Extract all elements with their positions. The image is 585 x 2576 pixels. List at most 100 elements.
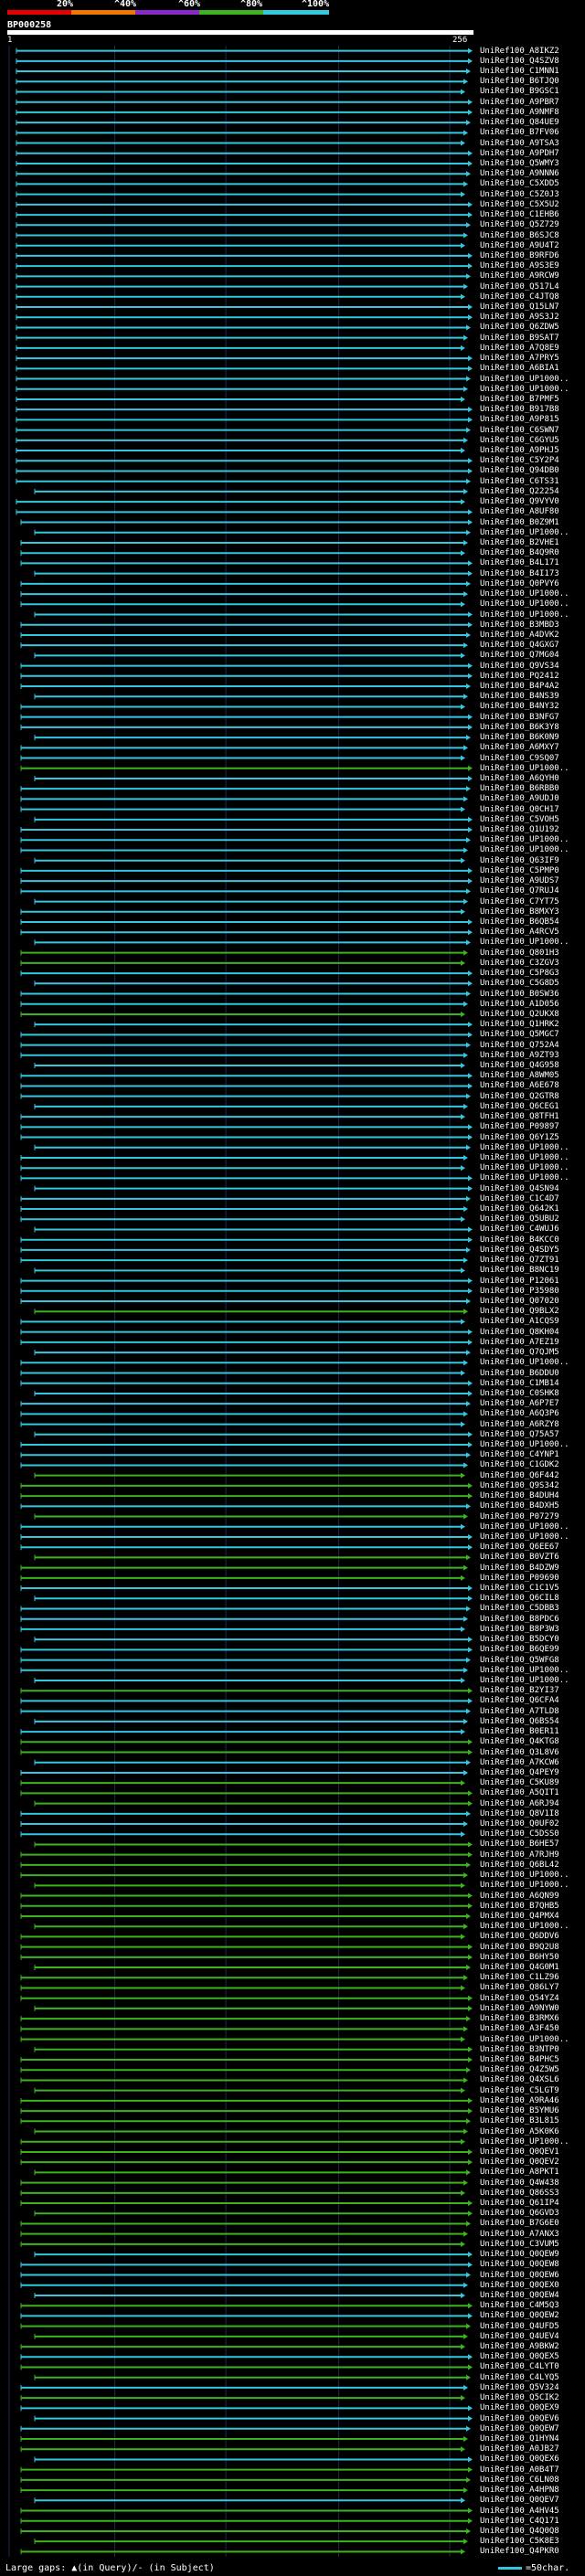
hit-id-link[interactable]: UniRef100_Q86SS3	[480, 2188, 559, 2198]
hit-id-link[interactable]: UniRef100_A9U4T2	[480, 240, 559, 250]
hit-id-link[interactable]: UniRef100_Q86LY7	[480, 1983, 559, 1993]
hit-id-link[interactable]: UniRef100_B2VHE1	[480, 537, 559, 547]
hit-alignment[interactable]	[16, 334, 469, 341]
hit-id-link[interactable]: UniRef100_B0SW36	[480, 989, 559, 999]
hit-alignment[interactable]	[34, 898, 469, 905]
hit-id-link[interactable]: UniRef100_UP1000..	[480, 1440, 569, 1450]
hit-alignment[interactable]	[20, 1154, 469, 1161]
hit-id-link[interactable]: UniRef100_A5QIT1	[480, 1788, 559, 1798]
hit-id-link[interactable]: UniRef100_C4M5Q3	[480, 2301, 559, 2311]
hit-id-link[interactable]: UniRef100_B3MBD3	[480, 620, 559, 630]
hit-alignment[interactable]	[34, 1965, 472, 1971]
hit-alignment[interactable]	[34, 2252, 473, 2258]
hit-alignment[interactable]	[20, 991, 472, 997]
hit-id-link[interactable]: UniRef100_C6TS31	[480, 476, 559, 486]
hit-id-link[interactable]: UniRef100_Q0QEV7	[480, 2496, 559, 2506]
hit-alignment[interactable]	[20, 1257, 469, 1264]
hit-alignment[interactable]	[20, 2344, 466, 2350]
hit-alignment[interactable]	[20, 1052, 469, 1058]
hit-id-link[interactable]: UniRef100_UP1000..	[480, 1881, 569, 1891]
hit-alignment[interactable]	[16, 386, 469, 392]
hit-alignment[interactable]	[16, 79, 469, 85]
hit-id-link[interactable]: UniRef100_A0JB27	[480, 2444, 559, 2454]
hit-id-link[interactable]: UniRef100_UP1000..	[480, 1163, 569, 1173]
hit-alignment[interactable]	[20, 1954, 473, 1960]
hit-alignment[interactable]	[34, 1063, 466, 1069]
hit-id-link[interactable]: UniRef100_Q94DB0	[480, 466, 559, 476]
hit-id-link[interactable]: UniRef100_UP1000..	[480, 589, 569, 599]
hit-id-link[interactable]: UniRef100_Q8TFH1	[480, 1112, 559, 1122]
hit-alignment[interactable]	[20, 1175, 473, 1182]
hit-id-link[interactable]: UniRef100_C1C4D7	[480, 1193, 559, 1203]
hit-alignment[interactable]	[20, 1380, 473, 1386]
hit-id-link[interactable]: UniRef100_A8IKZ2	[480, 46, 559, 56]
hit-id-link[interactable]: UniRef100_C5Y2P4	[480, 456, 559, 466]
hit-alignment[interactable]	[16, 181, 469, 187]
hit-id-link[interactable]: UniRef100_B4KCC0	[480, 1235, 559, 1245]
hit-id-link[interactable]: UniRef100_B4PHC5	[480, 2055, 559, 2064]
hit-alignment[interactable]	[34, 1595, 473, 1602]
hit-alignment[interactable]	[20, 1985, 466, 1991]
hit-id-link[interactable]: UniRef100_C5DSS0	[480, 1829, 559, 1839]
hit-alignment[interactable]	[20, 1042, 472, 1048]
hit-alignment[interactable]	[20, 1606, 472, 1612]
hit-id-link[interactable]: UniRef100_A7EZ19	[480, 1337, 559, 1347]
hit-id-link[interactable]: UniRef100_C5LGT9	[480, 2085, 559, 2095]
hit-id-link[interactable]: UniRef100_UP1000..	[480, 599, 569, 610]
hit-id-link[interactable]: UniRef100_UP1000..	[480, 2136, 569, 2147]
hit-id-link[interactable]: UniRef100_C6SWN7	[480, 425, 559, 435]
hit-alignment[interactable]	[20, 1360, 469, 1366]
hit-alignment[interactable]	[16, 304, 473, 311]
hit-id-link[interactable]: UniRef100_A9PHJ5	[480, 446, 559, 456]
hit-alignment[interactable]	[34, 735, 472, 741]
hit-alignment[interactable]	[20, 1134, 473, 1140]
hit-alignment[interactable]	[20, 1236, 473, 1243]
hit-alignment[interactable]	[20, 1011, 466, 1017]
hit-alignment[interactable]	[16, 232, 469, 239]
hit-alignment[interactable]	[20, 1739, 473, 1745]
hit-alignment[interactable]	[20, 2313, 473, 2319]
hit-alignment[interactable]	[16, 458, 473, 464]
hit-id-link[interactable]: UniRef100_Q6CEG1	[480, 1101, 559, 1111]
hit-id-link[interactable]: UniRef100_Q2UKX8	[480, 1009, 559, 1019]
hit-alignment[interactable]	[34, 1185, 473, 1192]
hit-id-link[interactable]: UniRef100_B3NTP0	[480, 2044, 559, 2054]
hit-id-link[interactable]: UniRef100_A5K0K6	[480, 2126, 559, 2136]
hit-id-link[interactable]: UniRef100_B6QE99	[480, 1645, 559, 1655]
hit-id-link[interactable]: UniRef100_Q5CIK2	[480, 2393, 559, 2403]
hit-alignment[interactable]	[20, 1872, 469, 1879]
hit-alignment[interactable]	[16, 252, 473, 259]
hit-alignment[interactable]	[20, 663, 473, 669]
hit-alignment[interactable]	[20, 560, 473, 567]
hit-alignment[interactable]	[20, 1729, 466, 1735]
hit-alignment[interactable]	[20, 2323, 472, 2329]
hit-alignment[interactable]	[16, 345, 466, 351]
hit-alignment[interactable]	[16, 150, 473, 156]
hit-alignment[interactable]	[34, 2292, 466, 2298]
hit-id-link[interactable]: UniRef100_B5YMU6	[480, 2106, 559, 2116]
hit-id-link[interactable]: UniRef100_A8UF80	[480, 507, 559, 517]
hit-id-link[interactable]: UniRef100_Q0QEX6	[480, 2454, 559, 2465]
hit-alignment[interactable]	[16, 222, 472, 228]
hit-id-link[interactable]: UniRef100_A7KCW6	[480, 1757, 559, 1767]
hit-id-link[interactable]: UniRef100_C4YNP1	[480, 1450, 559, 1460]
hit-id-link[interactable]: UniRef100_A1D056	[480, 999, 559, 1009]
hit-id-link[interactable]: UniRef100_UP1000..	[480, 763, 569, 773]
hit-id-link[interactable]: UniRef100_C1MNN1	[480, 67, 559, 77]
hit-alignment[interactable]	[20, 1246, 472, 1253]
hit-id-link[interactable]: UniRef100_Q7QJM5	[480, 1348, 559, 1358]
hit-id-link[interactable]: UniRef100_B6QB54	[480, 917, 559, 927]
hit-id-link[interactable]: UniRef100_UP1000..	[480, 384, 569, 394]
hit-id-link[interactable]: UniRef100_Q4G958	[480, 1061, 559, 1071]
hit-alignment[interactable]	[20, 1913, 472, 1919]
hit-alignment[interactable]	[20, 959, 466, 966]
hit-alignment[interactable]	[20, 2272, 472, 2278]
hit-alignment[interactable]	[20, 1001, 469, 1007]
hit-alignment[interactable]	[34, 2169, 472, 2176]
hit-alignment[interactable]	[20, 1708, 472, 1714]
hit-id-link[interactable]: UniRef100_A7Q8E9	[480, 343, 559, 353]
hit-alignment[interactable]	[16, 140, 466, 146]
hit-alignment[interactable]	[20, 2405, 473, 2412]
hit-id-link[interactable]: UniRef100_C6LN08	[480, 2475, 559, 2485]
hit-alignment[interactable]	[34, 694, 469, 700]
